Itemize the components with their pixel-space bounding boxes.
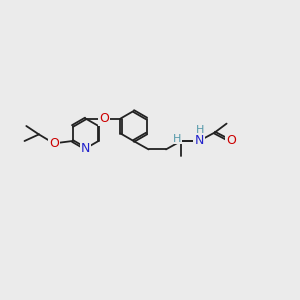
Text: O: O	[226, 134, 236, 147]
Text: N: N	[194, 134, 204, 148]
Text: O: O	[99, 112, 109, 125]
Text: H: H	[173, 134, 182, 144]
Text: N: N	[81, 142, 90, 155]
Text: O: O	[49, 137, 59, 150]
Text: H: H	[196, 124, 205, 135]
